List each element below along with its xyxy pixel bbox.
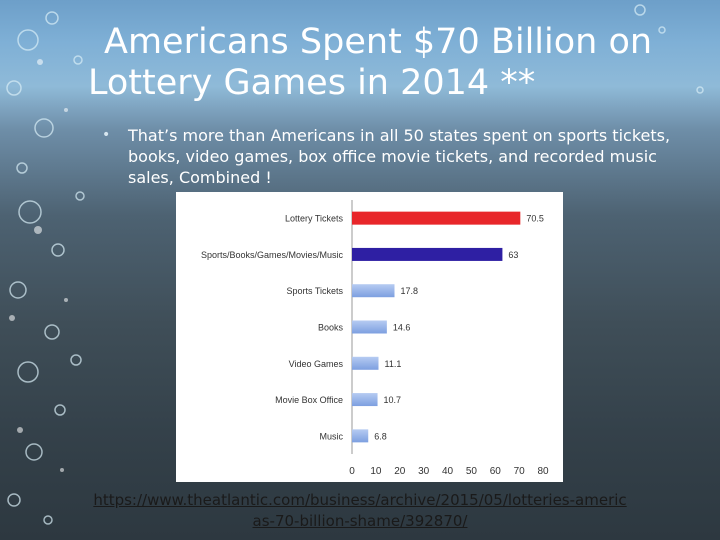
x-tick-label-0: 0	[349, 466, 355, 477]
value-label-0: 70.5	[526, 214, 544, 224]
x-tick-label-5: 50	[466, 466, 478, 477]
value-label-5: 10.7	[384, 395, 402, 405]
category-label-5: Movie Box Office	[275, 395, 343, 405]
bar-1	[352, 247, 503, 261]
category-label-4: Video Games	[289, 359, 344, 369]
bar-5	[352, 393, 378, 407]
source-link[interactable]: https://www.theatlantic.com/business/arc…	[93, 491, 627, 530]
category-label-1: Sports/Books/Games/Movies/Music	[201, 250, 344, 260]
category-label-2: Sports Tickets	[286, 286, 343, 296]
x-tick-label-4: 40	[442, 466, 454, 477]
bar-2	[352, 284, 395, 298]
bar-3	[352, 320, 387, 334]
value-label-3: 14.6	[393, 323, 411, 333]
value-label-2: 17.8	[400, 286, 418, 296]
bullet-text: That’s more than Americans in all 50 sta…	[128, 126, 671, 187]
bar-chart: Lottery Tickets 70.5 Sports/Books/Games/Mo…	[176, 192, 563, 482]
title-line-2: Lottery Games in 2014 **	[88, 63, 536, 103]
bar-chart-svg: Lottery Tickets 70.5 Sports/Books/Games/Mo…	[201, 200, 549, 477]
bar-6	[352, 429, 369, 443]
x-tick-label-7: 70	[514, 466, 526, 477]
value-label-4: 11.1	[385, 359, 402, 369]
bullet-dot-icon: •	[102, 127, 111, 143]
category-label-3: Books	[318, 323, 344, 333]
value-label-1: 63	[508, 250, 518, 260]
x-tick-label-3: 30	[418, 466, 430, 477]
category-label-6: Music	[319, 431, 343, 441]
slide-title: Americans Spent $70 Billion on Lottery G…	[88, 22, 688, 104]
x-tick-label-2: 20	[394, 466, 406, 477]
value-label-6: 6.8	[374, 431, 387, 441]
x-tick-label-6: 60	[490, 466, 502, 477]
x-tick-label-1: 10	[370, 466, 382, 477]
x-tick-label-8: 80	[537, 466, 549, 477]
bullet-point: • That’s more than Americans in all 50 s…	[102, 125, 698, 188]
bar-0	[352, 211, 521, 225]
title-line-1: Americans Spent $70 Billion on	[104, 22, 653, 62]
category-label-0: Lottery Tickets	[285, 214, 344, 224]
bar-4	[352, 356, 379, 370]
